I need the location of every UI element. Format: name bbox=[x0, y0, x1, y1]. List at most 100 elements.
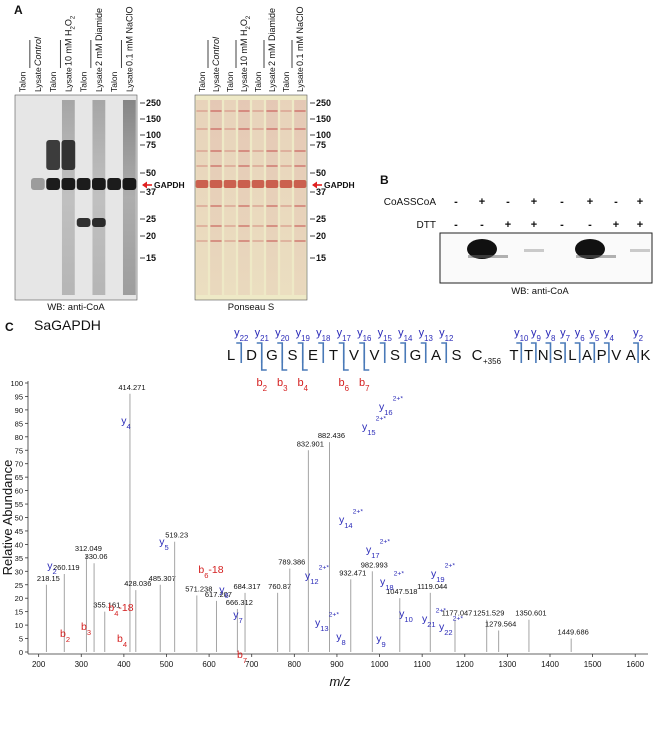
bracket bbox=[633, 342, 639, 363]
sign: + bbox=[505, 219, 511, 231]
bracket bbox=[301, 350, 308, 371]
y-tick-label: 0 bbox=[19, 648, 23, 657]
text: Control bbox=[211, 36, 221, 66]
peak-label: 1047.518 bbox=[386, 587, 417, 596]
ion-number: 12 bbox=[310, 577, 318, 586]
faint-band bbox=[294, 110, 306, 112]
y-tick-label: 45 bbox=[15, 527, 23, 536]
faint-band bbox=[266, 240, 278, 242]
band bbox=[61, 140, 76, 170]
ion-type: y bbox=[121, 415, 127, 427]
bracket bbox=[342, 350, 349, 371]
marker-label: 15 bbox=[316, 253, 326, 263]
bracket bbox=[379, 342, 386, 363]
ion-number: 9 bbox=[536, 334, 541, 343]
band bbox=[122, 178, 137, 190]
ion-label: y5 bbox=[589, 327, 600, 343]
ion-label: y132+* bbox=[315, 612, 339, 633]
sign: - bbox=[560, 219, 564, 231]
panel-label: B bbox=[380, 173, 389, 187]
ion-type: b bbox=[359, 377, 365, 389]
x-tick-label: 1600 bbox=[626, 660, 644, 669]
ion-type: y bbox=[378, 327, 384, 339]
ion-type: y bbox=[159, 536, 165, 548]
marker-label: 150 bbox=[316, 114, 331, 124]
band bbox=[92, 178, 106, 190]
ion-label: y16 bbox=[357, 327, 372, 343]
text: 10 mM H bbox=[63, 29, 73, 66]
y-tick-label: 100 bbox=[10, 379, 23, 388]
ion-number: 4 bbox=[114, 609, 118, 618]
ion-label: y8 bbox=[336, 631, 345, 647]
marker-label: 15 bbox=[146, 253, 156, 263]
peak-label: 789.386 bbox=[278, 558, 305, 567]
ion-label: y7 bbox=[233, 609, 242, 625]
sign: + bbox=[479, 196, 485, 208]
blot-caption: WB: anti-CoA bbox=[47, 302, 105, 313]
ion-number: 22 bbox=[240, 334, 249, 343]
sign: - bbox=[560, 196, 564, 208]
text: Control bbox=[33, 36, 43, 66]
ion-type: y bbox=[514, 327, 520, 339]
ion-type: y bbox=[399, 608, 405, 620]
residue: L bbox=[227, 347, 235, 364]
x-tick-label: 500 bbox=[160, 660, 174, 669]
ion-number: 20 bbox=[281, 334, 290, 343]
x-tick-label: 1000 bbox=[371, 660, 389, 669]
peak-label: 1251.529 bbox=[473, 609, 504, 618]
marker-label: 20 bbox=[146, 231, 156, 241]
arrow-head bbox=[142, 181, 147, 189]
faint-band bbox=[196, 225, 208, 227]
ion-number: 5 bbox=[595, 334, 600, 343]
lane-stain bbox=[210, 100, 222, 295]
ion-type: b bbox=[237, 649, 243, 661]
ion-number: 15 bbox=[367, 428, 375, 437]
ion-number: 6 bbox=[580, 334, 585, 343]
peak-label: 355.161 bbox=[93, 601, 120, 610]
text: 10 mM H bbox=[239, 29, 249, 66]
ion-label: y212+* bbox=[422, 608, 446, 629]
ion-label: y4 bbox=[604, 327, 615, 343]
bracket bbox=[281, 350, 288, 371]
bracket bbox=[318, 342, 325, 363]
marker-label: 100 bbox=[316, 130, 331, 140]
bracket bbox=[589, 342, 596, 363]
y-tick-label: 85 bbox=[15, 419, 23, 428]
faint-band bbox=[252, 150, 264, 152]
residue: G bbox=[410, 347, 422, 364]
bracket bbox=[574, 342, 581, 363]
ion-type: y bbox=[337, 327, 343, 339]
residue: N bbox=[538, 347, 549, 364]
faint-band bbox=[224, 165, 236, 167]
y-tick-label: 50 bbox=[15, 514, 23, 523]
ion-number: 6 bbox=[225, 591, 229, 600]
faint-band bbox=[224, 128, 236, 130]
faint-band bbox=[294, 150, 306, 152]
ion-charge: 2+* bbox=[353, 509, 364, 516]
faint-band bbox=[238, 128, 250, 130]
band-label: GAPDH bbox=[324, 180, 355, 190]
bracket bbox=[560, 342, 566, 363]
ion-type: y bbox=[560, 327, 566, 339]
y-tick-label: 75 bbox=[15, 446, 23, 455]
faint-band bbox=[280, 165, 292, 167]
ion-type: b bbox=[338, 377, 344, 389]
faint-band bbox=[252, 225, 264, 227]
ion-number: 13 bbox=[320, 624, 328, 633]
ion-charge: 2+* bbox=[445, 563, 456, 570]
x-tick-label: 1200 bbox=[456, 660, 474, 669]
faint-band bbox=[252, 165, 264, 167]
subscript: 2 bbox=[70, 15, 76, 19]
arrow-head bbox=[312, 181, 317, 189]
ion-label: y21 bbox=[255, 327, 270, 343]
ion-number: 7 bbox=[566, 334, 570, 343]
ion-number: 17 bbox=[342, 334, 351, 343]
x-tick-label: 900 bbox=[330, 660, 344, 669]
residue: V bbox=[349, 347, 359, 364]
ion-number: 8 bbox=[551, 334, 556, 343]
marker-label: 20 bbox=[316, 231, 326, 241]
sign: - bbox=[454, 196, 458, 208]
ion-label: y122+* bbox=[305, 565, 329, 586]
faint-band bbox=[210, 150, 222, 152]
ion-type: b bbox=[297, 377, 303, 389]
